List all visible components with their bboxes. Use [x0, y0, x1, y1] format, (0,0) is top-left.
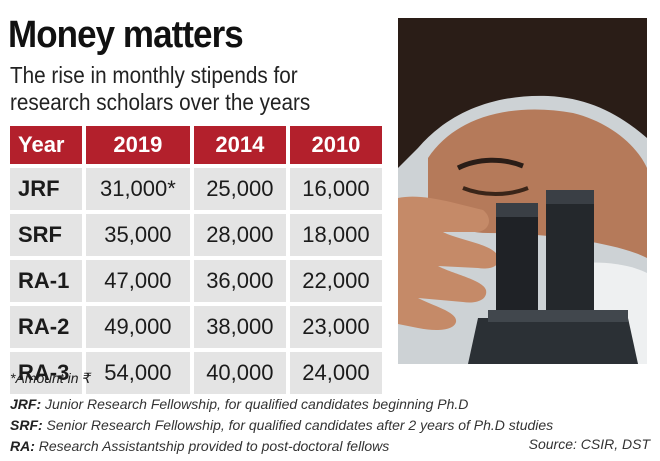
microscope-illustration [398, 18, 647, 364]
table-cell: 23,000 [289, 306, 382, 348]
table-cell: 22,000 [289, 260, 382, 302]
table-cell: 40,000 [193, 352, 286, 394]
column-header-2010: 2010 [289, 126, 382, 164]
table-cell: 36,000 [193, 260, 286, 302]
column-header-2014: 2014 [193, 126, 286, 164]
table-cell: 54,000 [86, 352, 190, 394]
table-cell: 24,000 [289, 352, 382, 394]
page-title: Money matters [8, 14, 244, 56]
note-jrf: JRF: Junior Research Fellowship, for qua… [10, 396, 469, 412]
table-cell: 47,000 [86, 260, 190, 302]
table-row: RA-2 49,000 38,000 23,000 [10, 306, 382, 348]
column-header-2019: 2019 [86, 126, 190, 164]
row-label: RA-2 [10, 306, 82, 348]
abbreviation-notes: JRF: Junior Research Fellowship, for qua… [10, 394, 655, 457]
table-cell: 35,000 [86, 214, 190, 256]
table-cell: 18,000 [289, 214, 382, 256]
table-cell: 49,000 [86, 306, 190, 348]
stipend-table: Year 2019 2014 2010 JRF 31,000* 25,000 1… [6, 122, 386, 398]
table-cell: 16,000 [289, 168, 382, 210]
table-cell: 28,000 [193, 214, 286, 256]
source-credit: Source: CSIR, DST [528, 436, 650, 452]
row-label: JRF [10, 168, 82, 210]
table-header-row: Year 2019 2014 2010 [10, 126, 382, 164]
row-label: RA-3 [10, 352, 82, 394]
microscope-photo [398, 18, 647, 364]
table-cell: 25,000 [193, 168, 286, 210]
table-row: RA-3 54,000 40,000 24,000 [10, 352, 382, 394]
table-row: RA-1 47,000 36,000 22,000 [10, 260, 382, 302]
note-ra: RA: Research Assistantship provided to p… [10, 438, 390, 454]
note-srf: SRF: Senior Research Fellowship, for qua… [10, 417, 554, 433]
table-row: SRF 35,000 28,000 18,000 [10, 214, 382, 256]
row-label: SRF [10, 214, 82, 256]
table-cell: 38,000 [193, 306, 286, 348]
row-label: RA-1 [10, 260, 82, 302]
table-row: JRF 31,000* 25,000 16,000 [10, 168, 382, 210]
column-header-year: Year [10, 126, 82, 164]
table-cell: 31,000* [86, 168, 190, 210]
page-subtitle: The rise in monthly stipends for researc… [10, 62, 311, 115]
amount-footnote: *Amount in ₹ [10, 370, 92, 386]
